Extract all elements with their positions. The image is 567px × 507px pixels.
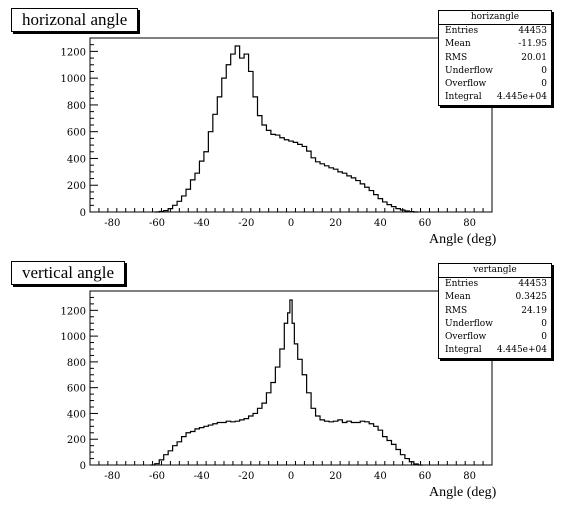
stats-row-integral: Integral 4.445e+04 [439,344,551,357]
x-tick-label: -80 [104,218,120,229]
stats-value: 0 [541,65,547,76]
y-tick-label: 400 [67,409,86,420]
y-tick-label: 800 [67,101,86,112]
stats-box-title: horizangle [439,11,551,25]
stats-label: Overflow [445,332,487,343]
x-tick-label: 60 [419,471,432,482]
x-tick-label: -20 [238,471,254,482]
stats-box-title: vertangle [439,264,551,278]
horizontal-angle-panel: -80 -60 -40 -20 0 20 40 60 80 0 200 400 600 800 1000 12… [0,0,567,250]
stats-label: RMS [445,52,468,63]
stats-value: 0 [541,332,547,343]
vertical-angle-title: vertical angle [11,261,126,285]
vertical-stats-box: vertangle Entries 44453 Mean 0.3425 RMS 24.… [438,263,552,359]
stats-row-entries: Entries 44453 [439,25,551,38]
stats-label: Mean [445,39,471,50]
stats-label: Integral [445,92,482,103]
stats-value: 44453 [518,279,547,289]
y-tick-label: 0 [80,461,86,472]
y-tick-label: 600 [67,384,86,395]
histogram-line [154,45,419,213]
x-tick-label: 40 [374,218,387,229]
stats-value: 0.3425 [515,292,548,303]
stats-label: Underflow [445,318,493,329]
horizontal-angle-title: horizonal angle [11,8,139,32]
x-tick-label: 80 [463,471,476,482]
x-tick-label: 80 [463,218,476,229]
y-tick-label: 400 [67,154,86,165]
x-axis-title: Angle (deg) [429,485,497,500]
y-tick-label: 800 [67,358,86,369]
y-tick-label: 200 [67,435,86,446]
stats-label: RMS [445,305,468,316]
x-tick-label: 0 [288,218,294,229]
y-tick-label: 1200 [61,47,86,58]
y-tick-label: 1000 [61,74,86,85]
stats-value: 0 [541,318,547,329]
stats-row-rms: RMS 24.19 [439,305,551,318]
vertical-angle-plot: -80 -60 -40 -20 0 20 40 60 800200400600800100012… [61,290,493,482]
x-tick-label: -40 [194,471,210,482]
stats-label: Underflow [445,65,493,76]
horizontal-angle-plot: -80 -60 -40 -20 0 20 40 60 800200400600800100012… [61,37,493,229]
x-tick-label: -20 [238,218,254,229]
stats-value: 24.19 [521,305,547,316]
x-tick-label: 60 [419,218,432,229]
stats-label: Mean [445,292,471,303]
stats-value: 4.445e+04 [496,345,547,356]
stats-row-underflow: Underflow 0 [439,318,551,331]
stats-label: Integral [445,345,482,356]
y-tick-label: 1200 [61,306,86,317]
stats-row-integral: Integral 4.445e+04 [439,91,551,104]
horizontal-stats-box: horizangle Entries 44453 Mean -11.95 RMS 20… [438,10,552,106]
stats-row-underflow: Underflow 0 [439,65,551,78]
stats-value: 20.01 [521,52,547,63]
stats-row-overflow: Overflow 0 [439,78,551,91]
plot-frame [89,290,493,466]
stats-row-overflow: Overflow 0 [439,331,551,344]
x-tick-label: 40 [374,471,387,482]
x-tick-label: -60 [149,218,165,229]
stats-value: 44453 [518,26,547,36]
x-tick-label: 20 [329,471,342,482]
stats-value: -11.95 [518,39,547,50]
x-tick-label: -60 [149,471,165,482]
stats-row-mean: Mean -11.95 [439,38,551,51]
y-tick-label: 1000 [61,332,86,343]
x-axis-title: Angle (deg) [429,232,497,247]
stats-label: Overflow [445,79,487,90]
stats-value: 0 [541,79,547,90]
x-tick-label: 20 [329,218,342,229]
stats-value: 4.445e+04 [496,92,547,103]
stats-row-entries: Entries 44453 [439,278,551,291]
y-tick-label: 600 [67,128,86,139]
x-tick-label: 0 [288,471,294,482]
histogram-line [150,299,423,466]
x-tick-label: -80 [104,471,120,482]
stats-row-rms: RMS 20.01 [439,52,551,65]
stats-label: Entries [445,279,479,289]
stats-label: Entries [445,26,479,36]
x-tick-label: -40 [194,218,210,229]
plot-frame [89,37,493,213]
y-tick-label: 200 [67,181,86,192]
vertical-angle-panel: -80 -60 -40 -20 0 20 40 60 80 0 200 400 600 800 1000 12… [0,253,567,503]
stats-row-mean: Mean 0.3425 [439,291,551,304]
y-tick-label: 0 [80,208,86,219]
